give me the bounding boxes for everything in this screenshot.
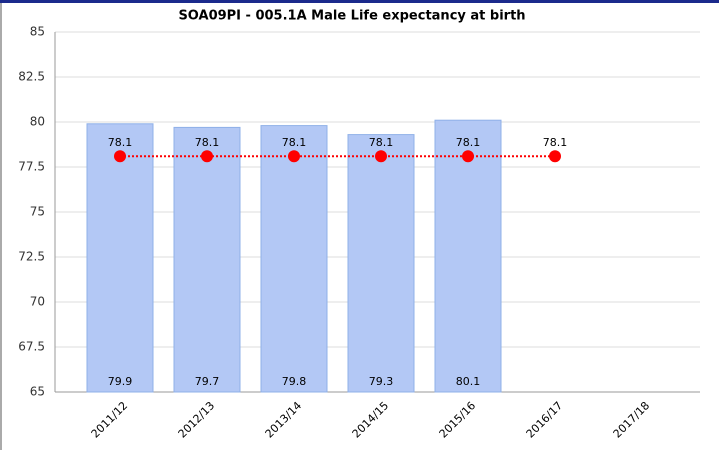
bar (86, 123, 154, 393)
y-tick-label: 70 (30, 295, 45, 309)
y-tick-label: 85 (30, 25, 45, 39)
point-label: 78.1 (456, 136, 481, 149)
bar-label: 79.8 (282, 375, 307, 388)
point-label: 78.1 (543, 136, 568, 149)
x-tick-label: 2017/18 (611, 399, 653, 441)
chart-title: SOA09PI - 005.1A Male Life expectancy at… (178, 9, 525, 24)
left-border (0, 3, 2, 450)
x-tick-label: 2016/17 (524, 399, 566, 441)
line-point (462, 150, 474, 163)
bar (434, 119, 502, 393)
point-label: 78.1 (369, 136, 394, 149)
point-label: 78.1 (282, 136, 307, 149)
bar (347, 134, 415, 393)
point-label: 78.1 (195, 136, 220, 149)
y-tick-label: 75 (30, 205, 45, 219)
bar-label: 79.9 (108, 375, 133, 388)
y-tick-label: 65 (30, 385, 45, 399)
line-point (288, 150, 300, 163)
y-tick-label: 67.5 (18, 340, 45, 354)
bar (173, 126, 241, 393)
bar (260, 125, 328, 393)
line-point (549, 150, 561, 163)
bar-label: 79.7 (195, 375, 220, 388)
y-tick-label: 80 (30, 115, 45, 129)
top-border (0, 0, 719, 3)
x-tick-label: 2014/15 (350, 399, 392, 441)
y-tick-label: 82.5 (18, 70, 45, 84)
line-point (201, 150, 213, 163)
x-tick-label: 2015/16 (437, 399, 479, 441)
x-tick-label: 2011/12 (89, 399, 131, 441)
x-tick-label: 2012/13 (176, 399, 218, 441)
bar-label: 79.3 (369, 375, 394, 388)
y-tick-label: 72.5 (18, 250, 45, 264)
bar-label: 80.1 (456, 375, 481, 388)
line-point (375, 150, 387, 163)
x-tick-label: 2013/14 (263, 399, 305, 441)
y-tick-label: 77.5 (18, 160, 45, 174)
line-point (114, 150, 126, 163)
point-label: 78.1 (108, 136, 133, 149)
